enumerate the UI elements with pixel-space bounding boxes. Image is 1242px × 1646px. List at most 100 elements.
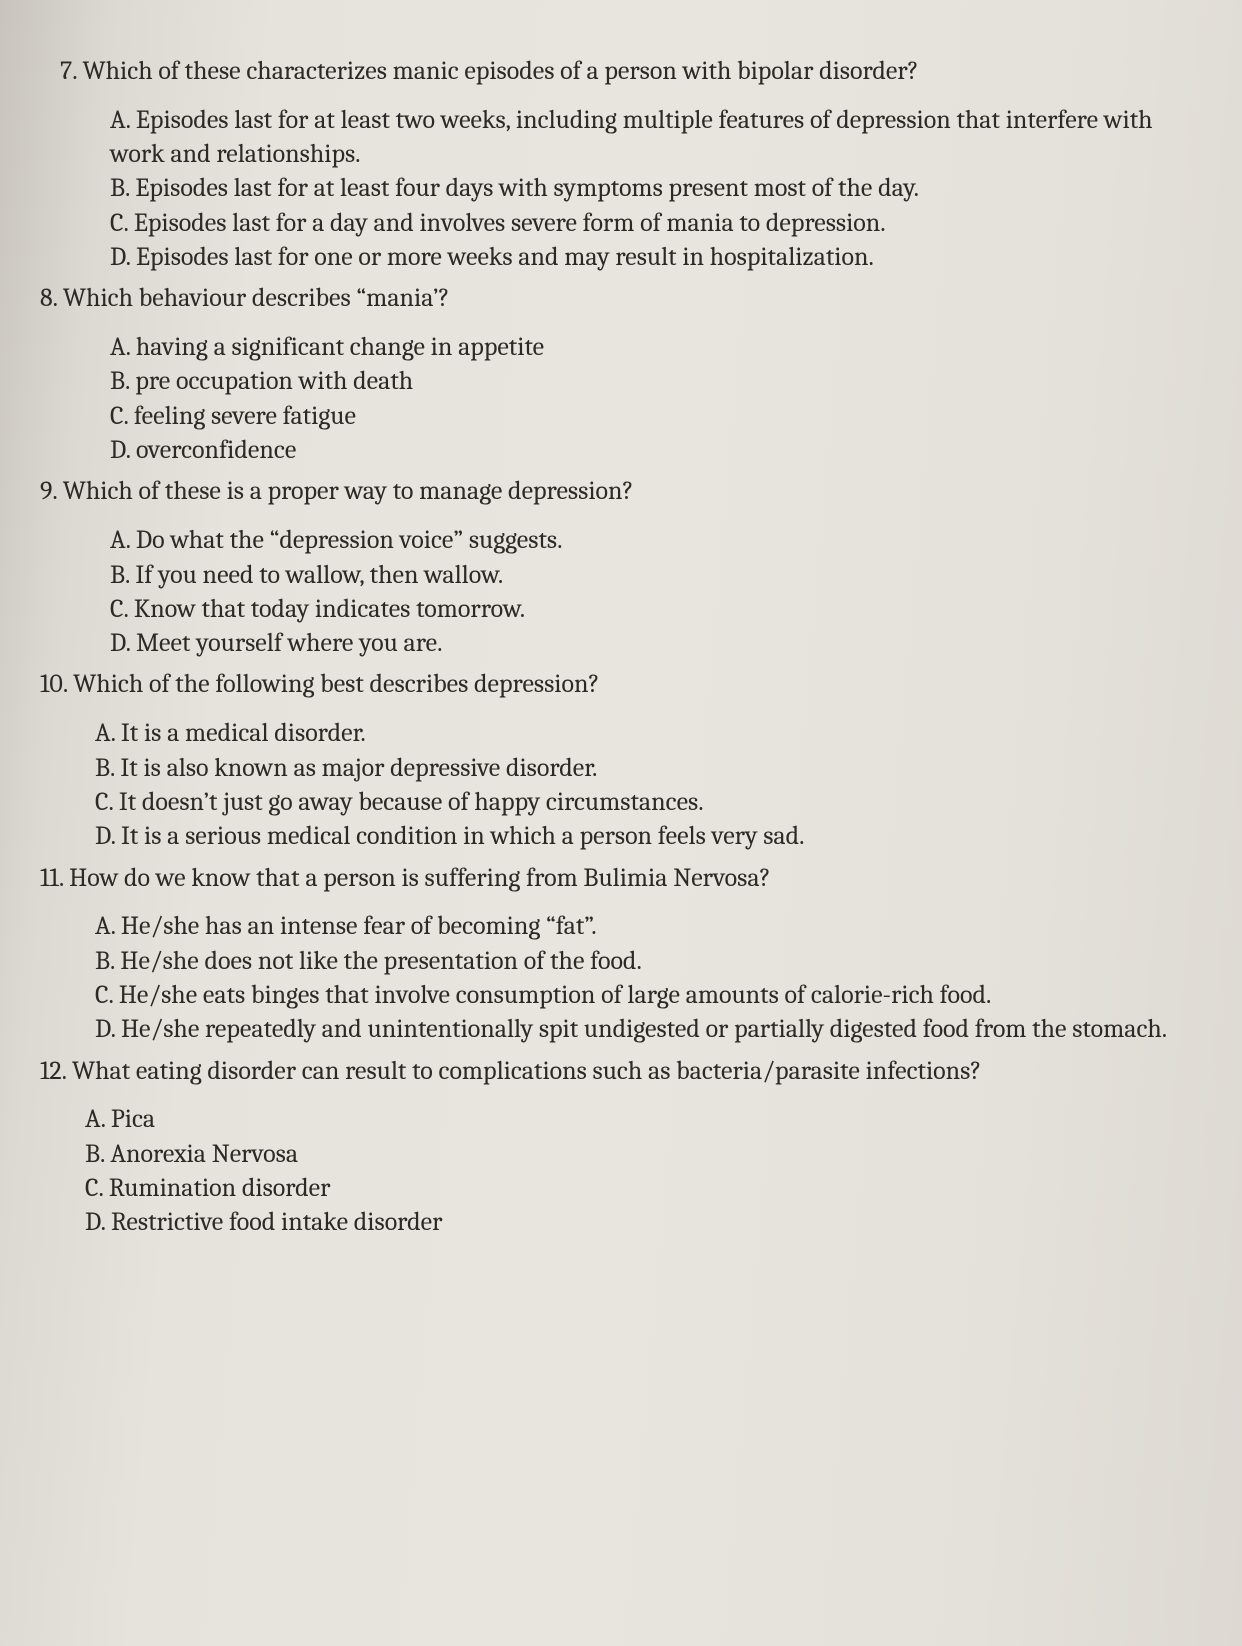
- option-letter: A.: [95, 718, 115, 748]
- option-text: He/she does not like the presentation of…: [120, 946, 641, 976]
- option-letter: B.: [110, 173, 130, 203]
- option-b: B. pre occupation with death: [110, 364, 1202, 398]
- option-d: D. He/she repeatedly and unintentionally…: [95, 1012, 1202, 1046]
- option-a: A. He/she has an intense fear of becomin…: [95, 909, 1202, 943]
- option-b: B. It is also known as major depressive …: [95, 751, 1202, 785]
- question-9: 9. Which of these is a proper way to man…: [40, 475, 1202, 660]
- option-text: feeling severe fatigue: [134, 401, 356, 431]
- option-letter: D.: [95, 1014, 115, 1044]
- option-c: C. It doesn’t just go away because of ha…: [95, 785, 1202, 819]
- option-c: C. feeling severe fatigue: [110, 399, 1202, 433]
- option-letter: D.: [85, 1207, 105, 1237]
- options-list: A. Do what the “depression voice” sugges…: [40, 523, 1202, 660]
- options-list: A. It is a medical disorder. B. It is al…: [40, 716, 1202, 853]
- options-list: A. Episodes last for at least two weeks,…: [40, 103, 1202, 275]
- option-a: A. Episodes last for at least two weeks,…: [110, 103, 1202, 172]
- option-b: B. Anorexia Nervosa: [85, 1137, 1202, 1171]
- options-list: A. having a significant change in appeti…: [40, 330, 1202, 467]
- option-text: He/she repeatedly and unintentionally sp…: [121, 1014, 1167, 1044]
- question-number: 12.: [40, 1056, 66, 1086]
- option-letter: B.: [95, 946, 115, 976]
- option-text: It is also known as major depressive dis…: [120, 753, 597, 783]
- question-text: 10. Which of the following best describe…: [40, 668, 1202, 702]
- option-c: C. Rumination disorder: [85, 1171, 1202, 1205]
- option-text: Know that today indicates tomorrow.: [134, 594, 525, 624]
- question-body: Which of these characterizes manic episo…: [83, 56, 919, 86]
- option-c: C. Know that today indicates tomorrow.: [110, 592, 1202, 626]
- option-d: D. It is a serious medical condition in …: [95, 819, 1202, 853]
- option-text: If you need to wallow, then wallow.: [135, 560, 503, 590]
- option-text: It is a medical disorder.: [121, 718, 366, 748]
- option-text: Rumination disorder: [109, 1173, 331, 1203]
- question-number: 9.: [40, 476, 57, 506]
- option-text: It doesn’t just go away because of happy…: [119, 787, 704, 817]
- question-body: What eating disorder can result to compl…: [72, 1056, 981, 1086]
- option-letter: B.: [110, 560, 130, 590]
- option-a: A. Do what the “depression voice” sugges…: [110, 523, 1202, 557]
- option-c: C. He/she eats binges that involve consu…: [95, 978, 1202, 1012]
- option-b: B. If you need to wallow, then wallow.: [110, 558, 1202, 592]
- option-text: pre occupation with death: [135, 366, 413, 396]
- option-letter: A.: [110, 525, 130, 555]
- option-c: C. Episodes last for a day and involves …: [110, 206, 1202, 240]
- option-b: B. Episodes last for at least four days …: [110, 171, 1202, 205]
- option-letter: A.: [110, 105, 130, 135]
- option-letter: D.: [110, 435, 130, 465]
- option-letter: B.: [85, 1139, 105, 1169]
- option-letter: D.: [95, 821, 115, 851]
- option-letter: C.: [95, 980, 113, 1010]
- question-number: 8.: [40, 283, 57, 313]
- option-text: Episodes last for at least two weeks, in…: [110, 105, 1153, 169]
- option-letter: D.: [110, 242, 130, 272]
- option-d: D. Restrictive food intake disorder: [85, 1205, 1202, 1239]
- question-text: 11. How do we know that a person is suff…: [40, 862, 1202, 896]
- option-letter: C.: [85, 1173, 103, 1203]
- option-text: Meet yourself where you are.: [136, 628, 443, 658]
- option-text: Anorexia Nervosa: [110, 1139, 298, 1169]
- question-body: Which of the following best describes de…: [73, 669, 599, 699]
- option-text: Episodes last for one or more weeks and …: [136, 242, 874, 272]
- option-d: D. overconfidence: [110, 433, 1202, 467]
- option-text: Episodes last for a day and involves sev…: [134, 208, 886, 238]
- option-letter: A.: [85, 1104, 105, 1134]
- option-letter: B.: [95, 753, 115, 783]
- option-text: Episodes last for at least four days wit…: [135, 173, 919, 203]
- question-text: 9. Which of these is a proper way to man…: [40, 475, 1202, 509]
- option-d: D. Meet yourself where you are.: [110, 626, 1202, 660]
- option-letter: C.: [110, 594, 128, 624]
- option-letter: B.: [110, 366, 130, 396]
- question-12: 12. What eating disorder can result to c…: [40, 1055, 1202, 1240]
- option-text: Pica: [111, 1104, 155, 1134]
- question-10: 10. Which of the following best describe…: [40, 668, 1202, 853]
- option-text: He/she eats binges that involve consumpt…: [119, 980, 992, 1010]
- option-text: Restrictive food intake disorder: [111, 1207, 442, 1237]
- option-letter: C.: [95, 787, 113, 817]
- option-a: A. having a significant change in appeti…: [110, 330, 1202, 364]
- option-text: having a significant change in appetite: [136, 332, 544, 362]
- question-text: 12. What eating disorder can result to c…: [40, 1055, 1202, 1089]
- option-letter: C.: [110, 208, 128, 238]
- question-body: How do we know that a person is sufferin…: [69, 863, 770, 893]
- question-8: 8. Which behaviour describes “mania’? A.…: [40, 282, 1202, 467]
- option-a: A. Pica: [85, 1102, 1202, 1136]
- option-letter: C.: [110, 401, 128, 431]
- question-7: 7. Which of these characterizes manic ep…: [40, 55, 1202, 274]
- options-list: A. Pica B. Anorexia Nervosa C. Ruminatio…: [40, 1102, 1202, 1239]
- question-body: Which behaviour describes “mania’?: [63, 283, 450, 313]
- options-list: A. He/she has an intense fear of becomin…: [40, 909, 1202, 1046]
- option-letter: D.: [110, 628, 130, 658]
- option-d: D. Episodes last for one or more weeks a…: [110, 240, 1202, 274]
- question-number: 7.: [60, 56, 77, 86]
- option-b: B. He/she does not like the presentation…: [95, 944, 1202, 978]
- question-text: 8. Which behaviour describes “mania’?: [40, 282, 1202, 316]
- question-text: 7. Which of these characterizes manic ep…: [40, 55, 1202, 89]
- question-number: 10.: [40, 669, 67, 699]
- question-11: 11. How do we know that a person is suff…: [40, 862, 1202, 1047]
- option-a: A. It is a medical disorder.: [95, 716, 1202, 750]
- option-text: It is a serious medical condition in whi…: [121, 821, 805, 851]
- option-text: He/she has an intense fear of becoming “…: [121, 911, 597, 941]
- option-text: overconfidence: [136, 435, 296, 465]
- question-number: 11.: [40, 863, 63, 893]
- option-letter: A.: [95, 911, 115, 941]
- question-body: Which of these is a proper way to manage…: [63, 476, 634, 506]
